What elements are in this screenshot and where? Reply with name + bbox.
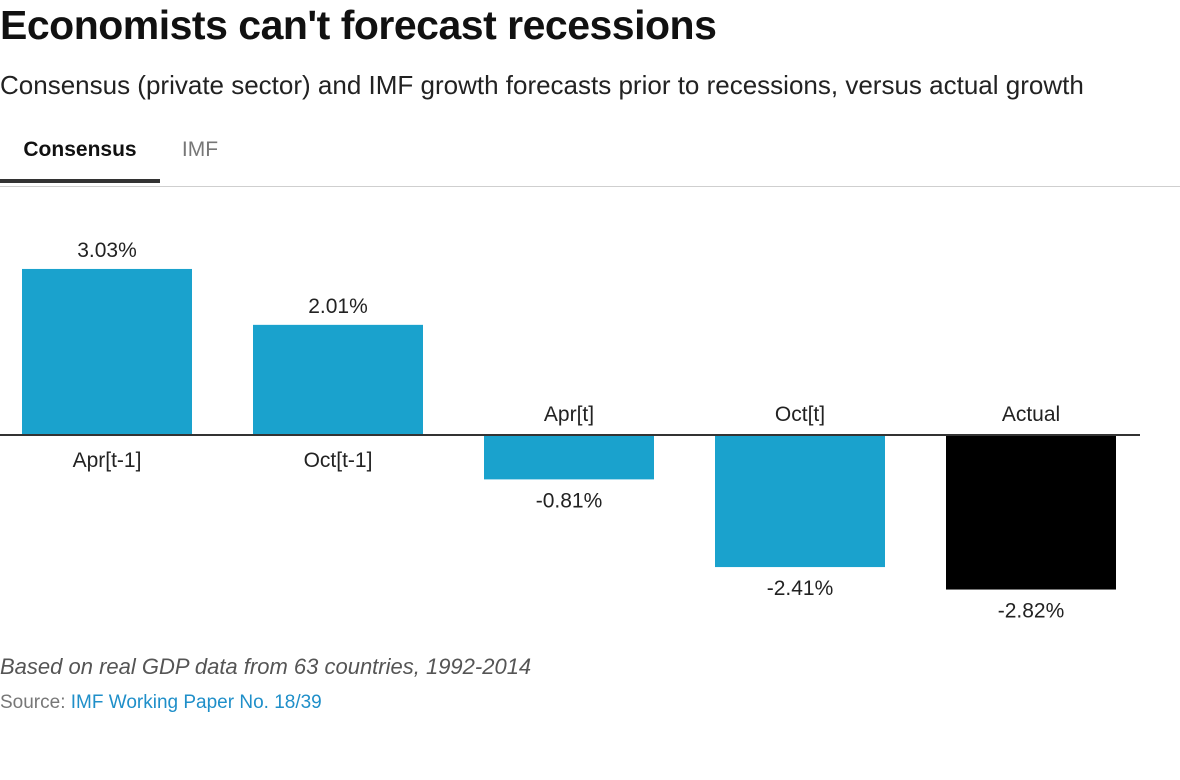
- value-label-oct-t-1: 2.01%: [308, 295, 368, 318]
- footnote: Based on real GDP data from 63 countries…: [0, 654, 532, 679]
- source-label: Source:: [0, 692, 66, 713]
- category-label-actual: Actual: [1002, 403, 1060, 426]
- bar-chart: 3.03% Apr[t-1] 2.01% Oct[t-1] -0.81% Apr[t] -2…: [0, 239, 1140, 623]
- category-label-oct-t-1: Oct[t-1]: [304, 449, 373, 472]
- tab-imf[interactable]: IMF: [181, 138, 219, 161]
- chart-subtitle: Consensus (private sector) and IMF growt…: [0, 70, 1084, 100]
- value-label-actual: -2.82%: [998, 600, 1065, 623]
- tab-consensus[interactable]: Consensus: [0, 138, 160, 183]
- bar-oct-t: [715, 435, 885, 568]
- category-label-apr-t: Apr[t]: [544, 403, 594, 426]
- value-label-oct-t: -2.41%: [767, 577, 834, 600]
- bar-apr-t: [484, 435, 654, 480]
- bar-actual: [946, 435, 1116, 590]
- source-link[interactable]: IMF Working Paper No. 18/39: [70, 692, 322, 713]
- bar-oct-t-1: [253, 324, 423, 435]
- value-label-apr-t-1: 3.03%: [77, 239, 137, 262]
- chart-title: Economists can't forecast recessions: [0, 2, 717, 48]
- category-label-oct-t: Oct[t]: [775, 403, 825, 426]
- tab-bar: Consensus IMF: [0, 120, 1180, 187]
- bar-apr-t-1: [22, 268, 192, 435]
- source-line: Source: IMF Working Paper No. 18/39: [0, 692, 322, 714]
- category-label-apr-t-1: Apr[t-1]: [73, 449, 142, 472]
- value-label-apr-t: -0.81%: [536, 489, 603, 512]
